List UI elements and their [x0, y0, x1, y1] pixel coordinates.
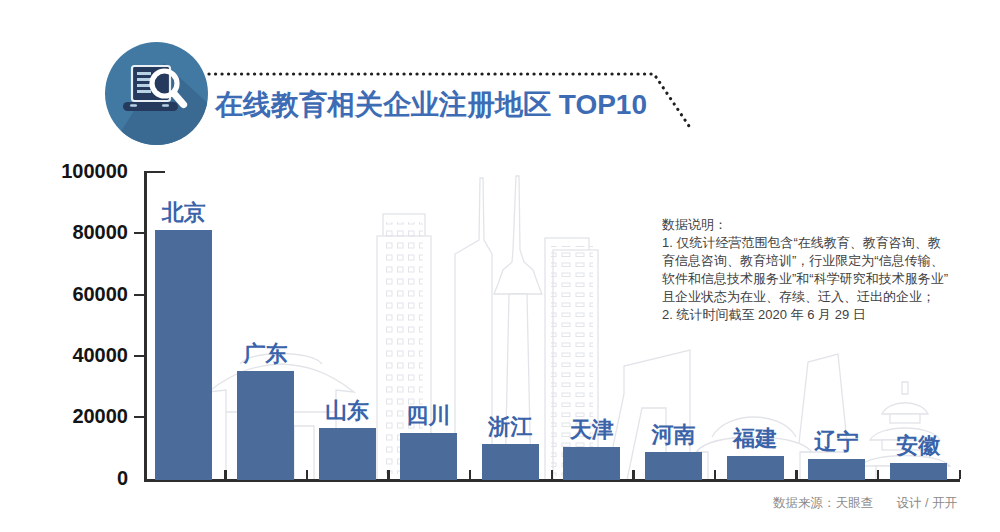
- bar: [482, 444, 539, 480]
- bar: [563, 447, 620, 480]
- data-notes: 数据说明：1. 仅统计经营范围包含“在线教育、教育咨询、教育信息咨询、教育培训”…: [662, 216, 978, 324]
- note-line: 育信息咨询、教育培训”，行业限定为“信息传输、: [662, 252, 978, 270]
- bar: [400, 433, 457, 481]
- y-tick: [134, 232, 144, 234]
- bar: [645, 452, 702, 480]
- x-tick: [224, 470, 227, 479]
- bar-label: 北京: [139, 201, 229, 225]
- x-tick: [306, 470, 309, 479]
- x-tick: [387, 470, 390, 479]
- y-axis-label: 0: [28, 468, 128, 488]
- x-tick: [795, 470, 798, 479]
- credits: 数据来源：天眼查 设计 / 开开: [773, 495, 957, 512]
- note-line: 1. 仅统计经营范围包含“在线教育、教育咨询、教: [662, 234, 978, 252]
- y-axis-label: 20000: [28, 406, 128, 426]
- bar-label: 浙江: [465, 415, 555, 439]
- bar-label: 广东: [220, 342, 310, 366]
- bar: [319, 428, 376, 481]
- y-tick: [134, 294, 144, 296]
- note-line: 数据说明：: [662, 216, 978, 234]
- note-line: 软件和信息技术服务业”和“科学研究和技术服务业”: [662, 270, 978, 288]
- bar: [890, 463, 947, 480]
- bar: [808, 459, 865, 481]
- bar-label: 四川: [384, 404, 474, 428]
- bar-label: 安徽: [873, 434, 963, 458]
- bar-label: 山东: [302, 399, 392, 423]
- x-tick: [469, 470, 472, 479]
- bar-label: 天津: [547, 418, 637, 442]
- y-axis-label: 60000: [28, 284, 128, 304]
- y-axis-label: 40000: [28, 345, 128, 365]
- y-axis-label: 100000: [28, 161, 128, 181]
- y-axis-label: 80000: [28, 222, 128, 242]
- x-tick: [551, 470, 554, 479]
- bar: [155, 230, 212, 480]
- note-line: 2. 统计时间截至 2020 年 6 月 29 日: [662, 306, 978, 324]
- designer-text: 设计 / 开开: [897, 496, 957, 510]
- x-tick: [714, 470, 717, 479]
- y-axis-top-cap: [146, 171, 165, 173]
- bar-label: 河南: [628, 423, 718, 447]
- x-tick: [632, 470, 635, 479]
- y-tick: [134, 355, 144, 357]
- y-tick: [134, 416, 144, 418]
- bar-label: 福建: [710, 427, 800, 451]
- note-line: 且企业状态为在业、存续、迁入、迁出的企业；: [662, 288, 978, 306]
- x-tick: [877, 470, 880, 479]
- x-tick: [959, 470, 962, 479]
- bar: [727, 456, 784, 480]
- bar: [237, 371, 294, 480]
- data-source-text: 数据来源：天眼查: [773, 496, 873, 510]
- bar-label: 辽宁: [792, 430, 882, 454]
